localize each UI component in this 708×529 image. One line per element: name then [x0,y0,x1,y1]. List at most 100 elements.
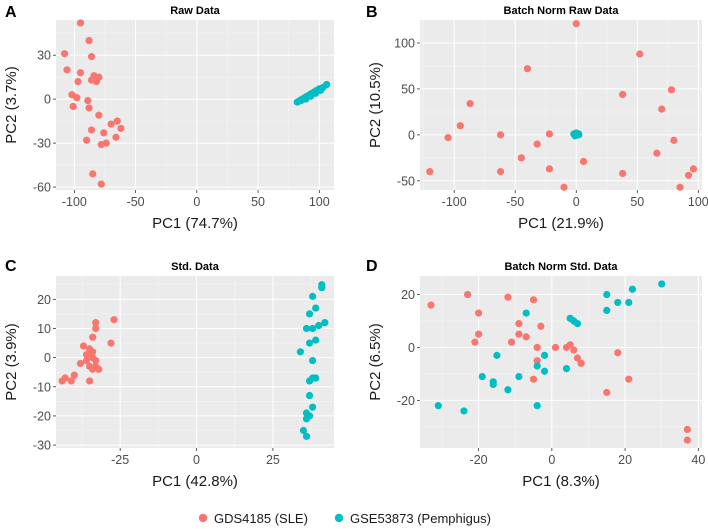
data-point [683,425,691,434]
data-point [504,293,512,301]
data-point [545,165,554,173]
data-point [60,50,69,58]
data-point [529,375,538,383]
data-point [551,343,560,352]
data-point [628,285,637,293]
series-pemphigus [296,281,329,440]
data-point [70,371,78,379]
data-point [92,324,100,333]
data-point [570,317,578,325]
data-point [318,284,326,292]
y-axis-title: PC2 (3.7%) [3,66,20,144]
y-tick-label: 0 [44,93,51,107]
data-point [572,20,580,28]
x-tick-label: 100 [309,195,330,209]
data-point [619,90,627,99]
data-point [533,357,541,365]
x-tick-label: 50 [251,195,265,209]
data-point [614,349,622,357]
panel-title: Raw Data [170,5,220,17]
data-point [533,140,541,148]
data-point [667,86,676,94]
data-point [570,346,578,354]
data-point [92,319,100,327]
data-point [579,157,588,166]
y-tick-label: -20 [397,394,415,408]
data-point [95,111,103,119]
data-point [474,309,483,317]
data-point [460,407,468,415]
y-tick-label: 10 [37,322,51,336]
data-point [507,338,516,346]
x-tick-label: -100 [442,195,467,209]
data-point [76,69,85,77]
panel-letter: D [366,258,378,275]
data-point [67,377,75,385]
data-point [466,100,474,108]
data-point [316,86,325,94]
y-axis-title: PC2 (10.5%) [367,62,384,148]
data-point [82,351,91,359]
legend-label-sle: GDS4185 (SLE) [214,511,308,526]
data-point [69,102,77,111]
data-point [97,180,105,188]
data-point [573,354,582,362]
panel-a-raw-data: -100 -50 0 50 100 -60 -30 0 30 Raw Data A PC1 (74.7… [3,4,334,232]
data-point [312,336,320,344]
y-tick-label: 50 [401,82,415,96]
series-pemphigus [570,129,583,140]
data-point [82,356,91,365]
data-point [87,126,96,134]
data-point [302,415,311,423]
data-point [603,290,611,299]
data-point [504,386,512,394]
data-point [529,296,538,304]
data-point [113,117,121,125]
series-pemphigus [293,80,331,106]
data-point [74,77,82,86]
data-point [95,365,103,373]
data-point [84,97,92,105]
x-tick-label: -50 [506,195,524,209]
series-sle [58,316,118,385]
data-point [522,333,530,341]
data-point [456,122,464,130]
x-tick-label: 0 [548,453,555,467]
x-axis-title: PC1 (74.7%) [152,215,238,232]
data-point [309,356,317,365]
x-axis-title: PC1 (42.8%) [152,473,238,490]
y-tick-label: 0 [408,341,415,355]
data-point [570,130,578,138]
plot-background [56,276,334,448]
panel-title: Std. Data [171,261,220,273]
y-tick-label: 0 [44,351,51,365]
plot-background [420,276,702,448]
data-point [537,322,545,330]
data-point [73,94,81,102]
data-point [86,377,94,385]
data-point [309,292,317,301]
panel-letter: C [5,258,17,275]
data-point [533,402,541,410]
y-tick-label: 100 [394,36,415,50]
series-pemphigus [434,280,666,415]
data-point [434,402,442,410]
data-point [305,391,314,400]
data-point [533,343,541,352]
data-point [97,140,105,149]
data-point [305,377,314,385]
data-point [89,365,97,373]
data-point [625,375,633,383]
data-point [112,133,120,141]
panel-letter: B [366,4,378,21]
x-tick-label: 20 [618,453,632,467]
data-point [312,374,320,382]
data-point [560,183,568,191]
data-point [58,377,66,385]
data-point [603,306,611,314]
data-point [85,36,93,45]
data-point [305,310,314,318]
panel-c-std-data: -25 0 25 -30 -20 -10 0 10 20 Std. Data C PC1 (42.8%… [3,258,334,490]
data-point [540,367,549,375]
data-point [117,124,125,133]
